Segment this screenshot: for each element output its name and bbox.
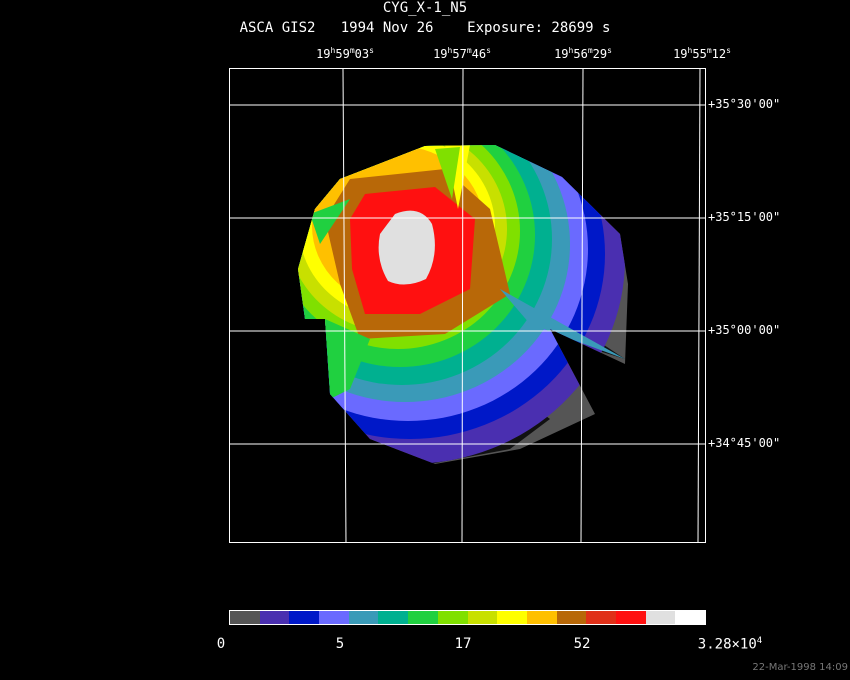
colorbar-swatch [586, 611, 616, 624]
colorbar-label: 0 [216, 636, 226, 652]
colorbar-max-label: 3.28×104 [697, 636, 763, 653]
colorbar-swatch [556, 611, 587, 624]
ra-tick-label: 19h57m46s [433, 46, 491, 61]
sky-image-frame [229, 68, 706, 543]
colorbar-swatch [615, 611, 646, 624]
colorbar-swatch [259, 611, 290, 624]
intensity-colorbar [229, 610, 706, 625]
dec-tick-label: +35°00'00" [708, 323, 781, 337]
coordinate-grid [230, 69, 705, 542]
colorbar-swatch [378, 611, 409, 624]
colorbar-label: 17 [454, 636, 472, 652]
colorbar-swatch [230, 611, 260, 624]
colorbar-swatch [526, 611, 557, 624]
dec-tick-label: +34°45'00" [708, 436, 781, 450]
timestamp: 22-Mar-1998 14:09 [752, 662, 848, 673]
colorbar-swatch [497, 611, 527, 624]
observation-subtitle: ASCA GIS2 1994 Nov 26 Exposure: 28699 s [239, 20, 611, 36]
colorbar-swatch [319, 611, 349, 624]
dec-tick-label: +35°15'00" [708, 210, 781, 224]
ra-tick-label: 19h59m03s [316, 46, 374, 61]
ra-tick-label: 19h56m29s [554, 46, 612, 61]
colorbar-swatch [437, 611, 468, 624]
colorbar-swatch [467, 611, 498, 624]
colorbar-swatch [408, 611, 438, 624]
colorbar-swatch [675, 611, 705, 624]
colorbar-swatch [348, 611, 379, 624]
target-title: CYG_X-1_N5 [382, 0, 468, 16]
colorbar-label: 5 [335, 636, 345, 652]
xray-intensity-map [230, 69, 705, 542]
dec-tick-label: +35°30'00" [708, 97, 781, 111]
ra-tick-label: 19h55m12s [673, 46, 731, 61]
colorbar-swatch [289, 611, 320, 624]
colorbar-label: 52 [573, 636, 591, 652]
colorbar-swatch [645, 611, 676, 624]
